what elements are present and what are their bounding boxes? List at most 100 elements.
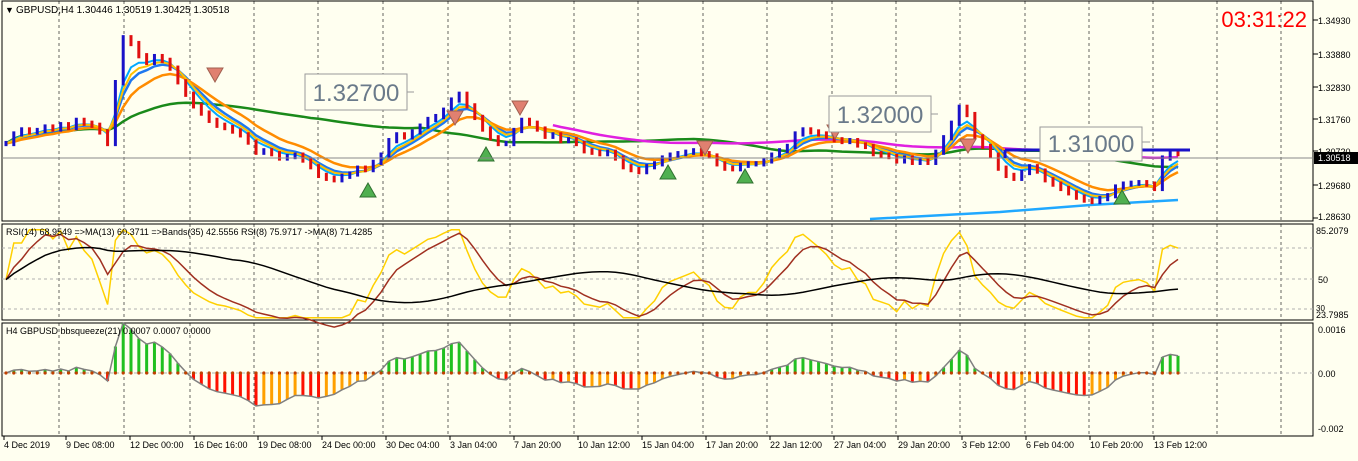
squeeze-dot-33 xyxy=(262,371,266,375)
squeeze-dot-38 xyxy=(301,371,305,375)
price-tick-7: 1.28630 xyxy=(1318,212,1351,222)
squeeze-dot-40 xyxy=(316,371,321,375)
squeeze-dot-67 xyxy=(527,371,532,375)
squeeze-dot-66 xyxy=(520,371,524,375)
squeeze-dot-81 xyxy=(637,371,641,375)
squeeze-dot-92 xyxy=(723,371,727,375)
squeeze-dot-14 xyxy=(113,371,117,375)
rsi-yellow-line xyxy=(5,228,1179,319)
time-label-10: 15 Jan 04:00 xyxy=(642,440,694,450)
squeeze-dot-149 xyxy=(1168,371,1172,375)
squeeze-dot-138 xyxy=(1082,371,1086,375)
squeeze-dot-24 xyxy=(191,371,196,375)
squeeze-dot-148 xyxy=(1160,371,1164,375)
squeeze-dot-61 xyxy=(481,371,485,375)
squeeze-dot-83 xyxy=(652,371,657,375)
squeeze-dot-99 xyxy=(777,371,782,375)
squeeze-dot-134 xyxy=(1051,371,1055,375)
squeeze-dot-10 xyxy=(82,371,86,375)
squeeze-dot-97 xyxy=(762,371,766,375)
squeeze-dot-48 xyxy=(379,371,383,375)
squeeze-dot-39 xyxy=(309,371,313,375)
squeeze-dot-72 xyxy=(566,371,571,375)
squeeze-dot-27 xyxy=(215,371,219,375)
squeeze-dot-121 xyxy=(949,371,954,375)
time-label-15: 3 Feb 12:00 xyxy=(962,440,1010,450)
squeeze-dot-73 xyxy=(574,371,578,375)
squeeze-dot-47 xyxy=(371,371,375,375)
squeeze-dot-26 xyxy=(207,371,211,375)
squeeze-dot-7 xyxy=(59,371,63,375)
squeeze-dot-63 xyxy=(496,371,500,375)
price-tick-2: 1.33880 xyxy=(1318,50,1351,60)
squeeze-dot-54 xyxy=(426,371,430,375)
squeeze-dot-6 xyxy=(51,371,55,375)
squeeze-dot-95 xyxy=(746,371,750,375)
price-tick-3: 1.32830 xyxy=(1318,83,1351,93)
squeeze-dot-94 xyxy=(738,371,743,375)
collapse-arrow-icon[interactable]: ▼ xyxy=(5,5,14,15)
squeeze-dot-122 xyxy=(957,371,961,375)
time-label-4: 19 Dec 08:00 xyxy=(258,440,312,450)
rsi-tick-1: 85.2079 xyxy=(1316,226,1349,236)
squeeze-dot-120 xyxy=(942,371,946,375)
squeeze-dot-90 xyxy=(707,371,711,375)
squeeze-dot-23 xyxy=(184,371,188,375)
squeeze-dot-78 xyxy=(613,371,618,375)
squeeze-dot-50 xyxy=(395,371,399,375)
squeeze-dot-123 xyxy=(965,371,969,375)
squeeze-dot-65 xyxy=(512,371,516,375)
squeeze-dot-119 xyxy=(934,371,938,375)
squeeze-dot-16 xyxy=(129,371,133,375)
squeeze-dots xyxy=(4,371,1180,375)
squeeze-dot-36 xyxy=(285,371,289,375)
squeeze-dot-76 xyxy=(598,371,602,375)
time-label-0: 4 Dec 2019 xyxy=(4,440,50,450)
squeeze-dot-79 xyxy=(621,371,625,375)
squeeze-dot-101 xyxy=(793,371,797,375)
time-label-18: 13 Feb 12:00 xyxy=(1154,440,1207,450)
server-clock: 03:31:22 xyxy=(1221,7,1307,32)
buy-arrow-icon-2 xyxy=(659,163,677,180)
squeeze-dot-85 xyxy=(668,371,672,375)
time-label-9: 10 Jan 12:00 xyxy=(578,440,630,450)
level-label-1-text: 1.32700 xyxy=(313,80,400,107)
time-label-6: 30 Dec 04:00 xyxy=(386,440,440,450)
squeeze-dot-129 xyxy=(1012,371,1016,375)
squeeze-dot-115 xyxy=(902,371,907,375)
squeeze-tick-2: 0.00 xyxy=(1318,369,1336,379)
squeeze-dot-15 xyxy=(121,371,125,375)
squeeze-dot-52 xyxy=(410,371,414,375)
squeeze-dot-77 xyxy=(606,371,610,375)
buy-arrow-icon-3 xyxy=(736,167,754,184)
squeeze-dot-131 xyxy=(1027,371,1032,375)
squeeze-dot-102 xyxy=(801,371,805,375)
sell-arrow-icon-0 xyxy=(206,67,224,84)
squeeze-header: H4 GBPUSD bbsqueeze(21) 0.0007 0.0007 0.… xyxy=(6,326,211,336)
level-label-3-text: 1.31000 xyxy=(1048,131,1135,158)
squeeze-dot-106 xyxy=(832,371,836,375)
symbol-header: GBPUSD,H4 1.30446 1.30519 1.30425 1.3051… xyxy=(16,5,230,16)
squeeze-dot-91 xyxy=(715,371,719,375)
squeeze-dot-124 xyxy=(973,371,977,375)
level-label-1[interactable]: 1.32700 xyxy=(304,73,414,111)
sell-arrow-icon-2 xyxy=(511,100,529,117)
squeeze-dot-88 xyxy=(691,371,696,375)
squeeze-dot-100 xyxy=(785,371,789,375)
squeeze-dot-21 xyxy=(168,371,172,375)
squeeze-dot-89 xyxy=(699,371,703,375)
level-label-2[interactable]: 1.32000 xyxy=(828,95,938,133)
squeeze-dot-145 xyxy=(1137,371,1141,375)
time-label-2: 12 Dec 00:00 xyxy=(130,440,184,450)
rsi-tick-2: 50 xyxy=(1318,275,1328,285)
squeeze-dot-71 xyxy=(559,371,563,375)
squeeze-dot-141 xyxy=(1106,371,1110,375)
squeeze-dot-25 xyxy=(199,371,203,375)
squeeze-dot-4 xyxy=(35,371,39,375)
squeeze-dot-56 xyxy=(441,371,446,375)
level-label-3[interactable]: 1.31000 xyxy=(1039,126,1150,162)
time-label-17: 10 Feb 20:00 xyxy=(1090,440,1143,450)
rsi-lines xyxy=(5,228,1179,328)
rsi-black-line xyxy=(5,246,1179,304)
